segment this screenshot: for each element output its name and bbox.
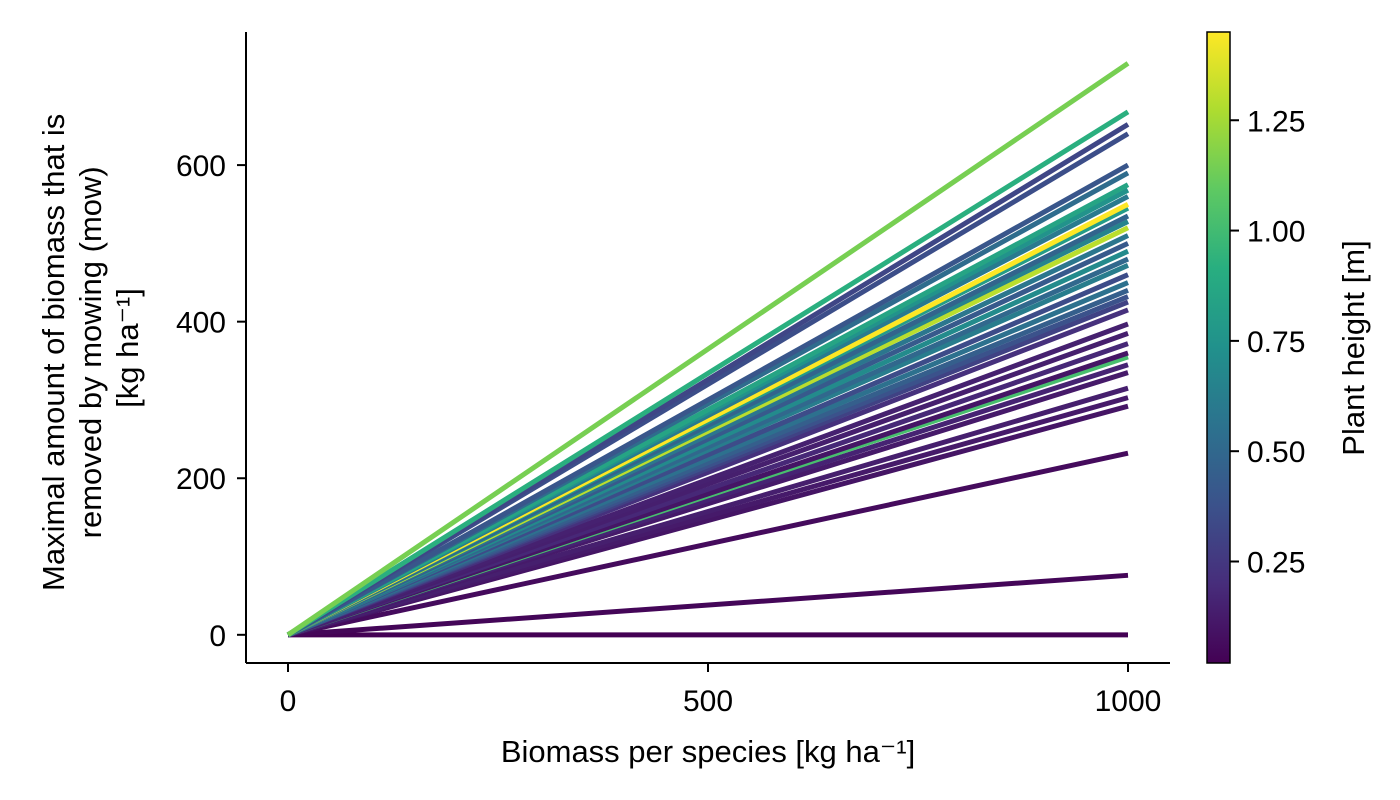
- y-axis-label: Maximal amount of biomass that is remove…: [36, 105, 145, 591]
- y-axis-label-line-1: Maximal amount of biomass that is: [36, 114, 71, 591]
- x-ticks: 0 500 1000: [280, 663, 1162, 718]
- colorbar-tick-label: 0.25: [1247, 547, 1305, 580]
- colorbar-tick-label: 1.00: [1247, 216, 1305, 249]
- colorbar: 0.25 0.50 0.75 1.00 1.25 Plant height [m]: [1206, 31, 1371, 664]
- y-tick-label: 200: [176, 463, 226, 496]
- x-tick-label: 1000: [1095, 685, 1162, 718]
- colorbar-tick-label: 1.25: [1247, 105, 1305, 138]
- y-axis-label-line-2: removed by mowing (mow): [73, 166, 108, 538]
- colorbar-gradient: [1206, 31, 1231, 664]
- y-axis-label-line-3: [kg ha⁻¹]: [110, 288, 145, 408]
- series-line-2: [287, 572, 1129, 638]
- y-tick-label: 600: [176, 150, 226, 183]
- x-tick-label: 0: [280, 685, 297, 718]
- series-line-34: [286, 162, 1130, 637]
- series-line-37: [286, 109, 1130, 637]
- series-line-38: [286, 61, 1130, 637]
- colorbar-ticks: 0.25 0.50 0.75 1.00 1.25: [1230, 105, 1305, 580]
- y-tick-label: 400: [176, 307, 226, 340]
- x-tick-label: 500: [683, 685, 733, 718]
- series-lines: [286, 61, 1130, 638]
- colorbar-tick-label: 0.50: [1247, 436, 1305, 469]
- series-line-3: [287, 450, 1129, 638]
- plot-area: [286, 61, 1130, 638]
- colorbar-tick-label: 0.75: [1247, 326, 1305, 359]
- y-tick-label: 0: [209, 620, 226, 653]
- colorbar-label: Plant height [m]: [1336, 240, 1371, 455]
- x-axis-label: Biomass per species [kg ha⁻¹]: [501, 734, 915, 769]
- y-ticks: 0 200 400 600: [176, 150, 246, 653]
